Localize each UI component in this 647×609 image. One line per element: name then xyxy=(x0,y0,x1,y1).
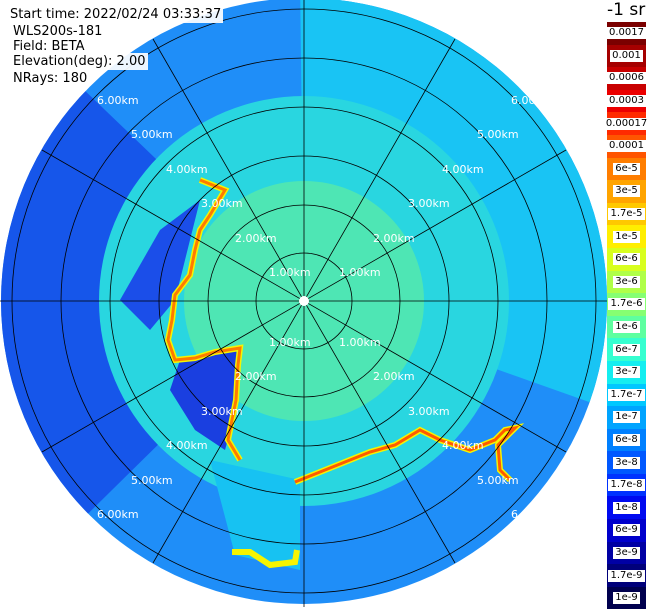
colorbar-label: 0.001 xyxy=(610,49,643,62)
ring-label-nw-1: 1.00km xyxy=(269,266,311,279)
colorbar-cell: 6e-5 xyxy=(607,157,646,181)
colorbar-label: 3e-6 xyxy=(613,275,640,288)
colorbar-cell: 3e-9 xyxy=(607,541,646,565)
colorbar-cell: 3e-6 xyxy=(607,270,646,294)
colorbar-label: 1.7e-9 xyxy=(608,569,645,582)
colorbar-label: 0.0001 xyxy=(607,140,646,153)
ring-label-ne-5: 5.00km xyxy=(477,128,519,141)
colorbar-cell: 3e-8 xyxy=(607,451,646,474)
ring-label-se-3: 3.00km xyxy=(408,405,450,418)
colorbar-label: 1e-7 xyxy=(613,411,640,424)
start-time: Start time: 2022/02/24 03:33:37 xyxy=(8,6,224,23)
colorbar-cell: 0.0001 xyxy=(607,134,646,158)
ring-label-sw-6: 6.00km xyxy=(97,508,139,521)
colorbar-label: 0.0003 xyxy=(607,95,646,108)
colorbar-label: 1.7e-6 xyxy=(608,298,645,311)
colorbar-cell: 6e-8 xyxy=(607,428,646,452)
colorbar-cell: 6e-6 xyxy=(607,247,646,271)
ring-label-ne-1: 1.00km xyxy=(339,266,381,279)
colorbar-label: 6e-6 xyxy=(613,253,640,266)
colorbar-label: 3e-9 xyxy=(613,546,640,559)
echo-edge-south-core xyxy=(294,425,520,484)
ring-label-ne-6: 6.00km xyxy=(511,94,553,107)
colorbar-label: 6e-5 xyxy=(613,162,640,175)
colorbar-label: 6e-8 xyxy=(613,433,640,446)
ring-label-ne-4: 4.00km xyxy=(442,163,484,176)
colorbar-label: 0.00017 xyxy=(603,117,647,130)
ring-label-nw-6: 6.00km xyxy=(97,94,139,107)
colorbar-label: 6e-9 xyxy=(613,524,640,537)
colorbar-cell: 0.001 xyxy=(607,44,646,68)
elevation: Elevation(deg): 2.00 xyxy=(11,53,148,70)
ring-label-nw-3: 3.00km xyxy=(201,197,243,210)
colorbar-label: 1e-8 xyxy=(613,501,640,514)
colorbar: 0.0017 0.001 0.0006 0.0003 0.00017 0.0001 6e-5… xyxy=(603,22,647,609)
colorbar-unit: -1 sr xyxy=(607,0,646,20)
colorbar-cell: 0.00017 xyxy=(603,112,647,135)
colorbar-cell: 6e-9 xyxy=(607,519,646,542)
ring-label-nw-2: 2.00km xyxy=(235,232,277,245)
colorbar-cell: 1e-6 xyxy=(607,315,646,339)
west-notch xyxy=(120,200,200,330)
colorbar-cell: 1.7e-9 xyxy=(607,564,646,587)
colorbar-label: 3e-5 xyxy=(613,185,640,198)
colorbar-cell: 1.7e-5 xyxy=(607,202,646,226)
ring-label-se-2: 2.00km xyxy=(373,370,415,383)
nrays: NRays: 180 xyxy=(13,71,88,86)
colorbar-cell: 6e-7 xyxy=(607,338,646,361)
colorbar-cell: 1e-9 xyxy=(607,586,646,609)
origin-marker xyxy=(299,296,309,306)
colorbar-label: 1.7e-8 xyxy=(608,479,645,492)
ring-label-sw-4: 4.00km xyxy=(166,439,208,452)
echo-edge-far-south xyxy=(232,549,300,569)
colorbar-cell: 1.7e-8 xyxy=(607,473,646,497)
colorbar-label: 1.7e-5 xyxy=(608,208,645,221)
ppi-plot: 1.00km 1.00km 1.00km 1.00km 2.00km 2.00k… xyxy=(0,0,607,607)
colorbar-cell: 0.0017 xyxy=(607,22,646,45)
colorbar-label: 6e-7 xyxy=(613,343,640,356)
ring-label-se-4: 4.00km xyxy=(442,439,484,452)
ring-label-ne-3: 3.00km xyxy=(408,197,450,210)
colorbar-cell: 3e-7 xyxy=(607,360,646,384)
ring-label-se-1: 1.00km xyxy=(339,336,381,349)
ring-label-se-6: 6.00km xyxy=(511,508,553,521)
colorbar-cell: 1e-8 xyxy=(607,496,646,520)
colorbar-cell: 1.7e-6 xyxy=(607,293,646,316)
colorbar-cell: 0.0006 xyxy=(607,67,646,90)
ring-label-se-5: 5.00km xyxy=(477,474,519,487)
colorbar-label: 1e-6 xyxy=(613,321,640,334)
colorbar-cell: 1.7e-7 xyxy=(607,383,646,407)
instrument-name: WLS200s-181 xyxy=(11,23,105,40)
colorbar-label: 3e-8 xyxy=(613,456,640,469)
colorbar-cell: 1e-5 xyxy=(607,225,646,248)
echo-edge-west-core xyxy=(166,178,242,461)
ring-label-nw-5: 5.00km xyxy=(131,128,173,141)
colorbar-label: 1e-5 xyxy=(613,230,640,243)
colorbar-cell: 1e-7 xyxy=(607,406,646,429)
colorbar-label: 1e-9 xyxy=(613,592,640,605)
ring-label-sw-5: 5.00km xyxy=(131,474,173,487)
colorbar-cell: 0.0003 xyxy=(607,89,646,113)
ring-label-nw-4: 4.00km xyxy=(166,163,208,176)
ring-label-ne-2: 2.00km xyxy=(373,232,415,245)
ring-label-sw-3: 3.00km xyxy=(201,405,243,418)
colorbar-label: 1.7e-7 xyxy=(608,388,645,401)
ring-label-sw-2: 2.00km xyxy=(235,370,277,383)
ring-label-sw-1: 1.00km xyxy=(269,336,311,349)
southwest-dark-pocket xyxy=(170,350,240,450)
colorbar-label: 0.0017 xyxy=(607,27,646,40)
colorbar-cell: 3e-5 xyxy=(607,180,646,203)
colorbar-label: 3e-7 xyxy=(613,366,640,379)
colorbar-label: 0.0006 xyxy=(607,72,646,85)
field-name: Field: BETA xyxy=(11,38,87,55)
